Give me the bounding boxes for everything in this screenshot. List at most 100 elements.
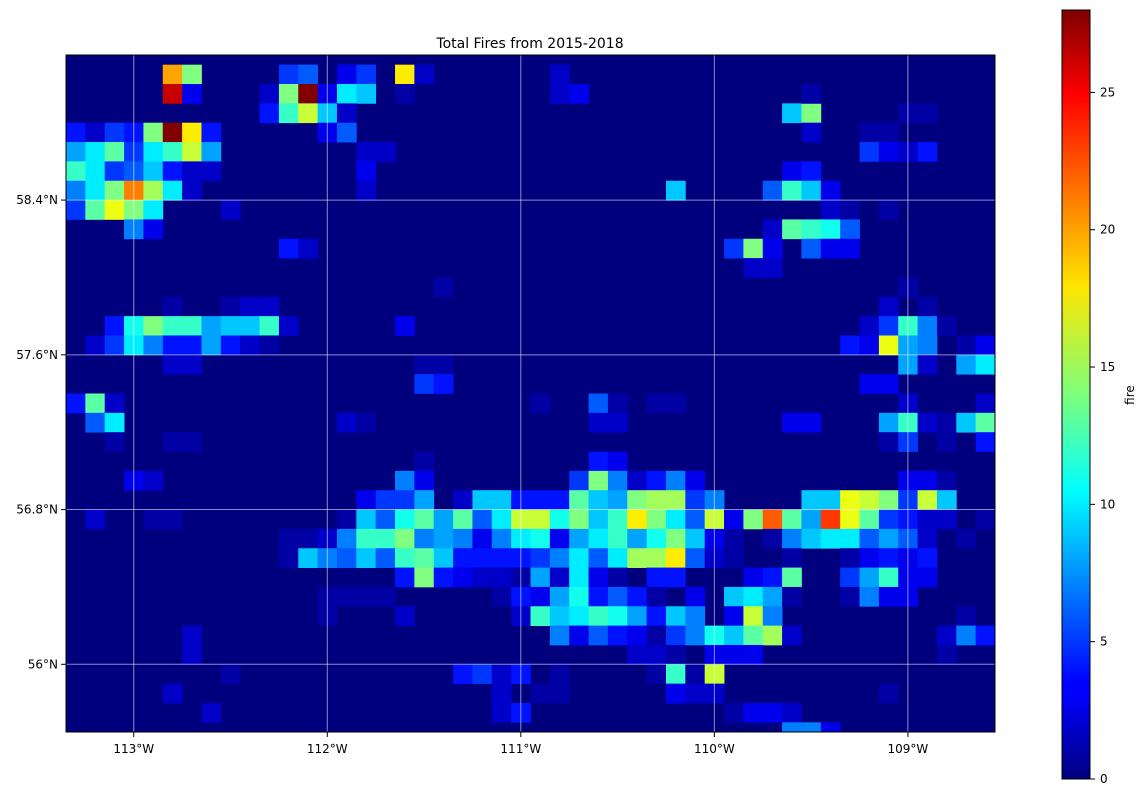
heatmap-cell bbox=[85, 510, 105, 530]
heatmap-cell bbox=[763, 606, 783, 626]
heatmap-cell bbox=[937, 626, 957, 646]
heatmap-cell bbox=[743, 258, 763, 278]
heatmap-cell bbox=[627, 606, 647, 626]
heatmap-cell bbox=[782, 510, 802, 530]
heatmap-cell bbox=[724, 587, 744, 607]
heatmap-cell bbox=[956, 355, 976, 375]
heatmap-cell bbox=[337, 84, 357, 104]
heatmap-cell bbox=[356, 510, 376, 530]
heatmap-cell bbox=[182, 335, 202, 355]
heatmap-cell bbox=[976, 626, 996, 646]
heatmap-cell bbox=[85, 142, 105, 162]
heatmap-cell bbox=[860, 568, 880, 588]
heatmap-cell bbox=[763, 219, 783, 239]
heatmap-cell bbox=[356, 181, 376, 201]
heatmap-cell bbox=[956, 335, 976, 355]
heatmap-cell bbox=[937, 432, 957, 452]
heatmap-cell bbox=[918, 471, 938, 491]
heatmap-cell bbox=[608, 452, 628, 472]
heatmap-cell bbox=[782, 568, 802, 588]
heatmap-cell bbox=[182, 181, 202, 201]
heatmap-cell bbox=[879, 374, 899, 394]
heatmap-cell bbox=[531, 510, 551, 530]
heatmap-cell bbox=[627, 645, 647, 665]
heatmap-cell bbox=[550, 684, 570, 704]
heatmap-cell bbox=[956, 626, 976, 646]
heatmap-cell bbox=[743, 606, 763, 626]
heatmap-cell bbox=[685, 548, 705, 568]
heatmap-cell bbox=[221, 335, 241, 355]
colorbar-tick-label: 5 bbox=[1100, 635, 1108, 649]
heatmap-cell bbox=[569, 471, 589, 491]
heatmap-cell bbox=[395, 606, 415, 626]
heatmap-cell bbox=[589, 548, 609, 568]
heatmap-cell bbox=[66, 161, 86, 181]
heatmap-cell bbox=[627, 529, 647, 549]
x-tick-label: 113°W bbox=[113, 742, 154, 756]
colorbar-gradient bbox=[1062, 10, 1090, 779]
heatmap-cell bbox=[105, 432, 125, 452]
heatmap-cell bbox=[492, 510, 512, 530]
heatmap-cell bbox=[685, 664, 705, 684]
heatmap-cell bbox=[85, 200, 105, 220]
x-tick-label: 111°W bbox=[500, 742, 541, 756]
heatmap-cell bbox=[376, 490, 396, 510]
heatmap-cell bbox=[608, 587, 628, 607]
heatmap-cell bbox=[356, 490, 376, 510]
heatmap-cell bbox=[918, 335, 938, 355]
heatmap-cell bbox=[860, 529, 880, 549]
heatmap-cell bbox=[627, 510, 647, 530]
heatmap-cell bbox=[724, 626, 744, 646]
heatmap-cell bbox=[279, 65, 299, 85]
heatmap-cell bbox=[589, 510, 609, 530]
heatmap-cell bbox=[85, 394, 105, 414]
heatmap-cell bbox=[260, 297, 280, 317]
heatmap-cell bbox=[356, 548, 376, 568]
heatmap-cell bbox=[608, 510, 628, 530]
heatmap-cell bbox=[434, 568, 454, 588]
heatmap-cell bbox=[279, 316, 299, 336]
heatmap-cell bbox=[395, 548, 415, 568]
heatmap-cell bbox=[801, 722, 821, 732]
heatmap-cell bbox=[395, 529, 415, 549]
heatmap-cell bbox=[453, 548, 473, 568]
heatmap-cell bbox=[801, 161, 821, 181]
heatmap-cell bbox=[763, 587, 783, 607]
heatmap-cell bbox=[918, 413, 938, 433]
heatmap-cell bbox=[879, 432, 899, 452]
heatmap-cell bbox=[414, 490, 434, 510]
heatmap-cell bbox=[550, 490, 570, 510]
heatmap-cell bbox=[627, 471, 647, 491]
heatmap-cell bbox=[608, 529, 628, 549]
heatmap-cell bbox=[298, 103, 318, 123]
heatmap-cell bbox=[782, 413, 802, 433]
heatmap-cell bbox=[763, 626, 783, 646]
heatmap-cell bbox=[453, 529, 473, 549]
heatmap-cell bbox=[879, 568, 899, 588]
heatmap-cell bbox=[376, 548, 396, 568]
heatmap-cell bbox=[589, 529, 609, 549]
heatmap-cell bbox=[801, 84, 821, 104]
heatmap-cell bbox=[879, 490, 899, 510]
heatmap-cell bbox=[879, 142, 899, 162]
heatmap-cell bbox=[163, 335, 183, 355]
heatmap-cell bbox=[782, 161, 802, 181]
y-tick-label: 56.8°N bbox=[16, 503, 58, 517]
heatmap-cell bbox=[589, 626, 609, 646]
heatmap-cell bbox=[937, 645, 957, 665]
heatmap-cell bbox=[666, 548, 686, 568]
heatmap-cell bbox=[840, 587, 860, 607]
heatmap-cell bbox=[298, 548, 318, 568]
heatmap-cell bbox=[666, 568, 686, 588]
heatmap-cell bbox=[860, 123, 880, 143]
heatmap-cell bbox=[976, 510, 996, 530]
colorbar: 0510152025 fire bbox=[1062, 10, 1137, 786]
heatmap-cell bbox=[608, 413, 628, 433]
heatmap-cell bbox=[472, 568, 492, 588]
heatmap-cell bbox=[608, 490, 628, 510]
heatmap-cell bbox=[453, 664, 473, 684]
heatmap-cell bbox=[743, 587, 763, 607]
heatmap-cell bbox=[550, 548, 570, 568]
heatmap-cell bbox=[666, 684, 686, 704]
heatmap-cell bbox=[801, 529, 821, 549]
